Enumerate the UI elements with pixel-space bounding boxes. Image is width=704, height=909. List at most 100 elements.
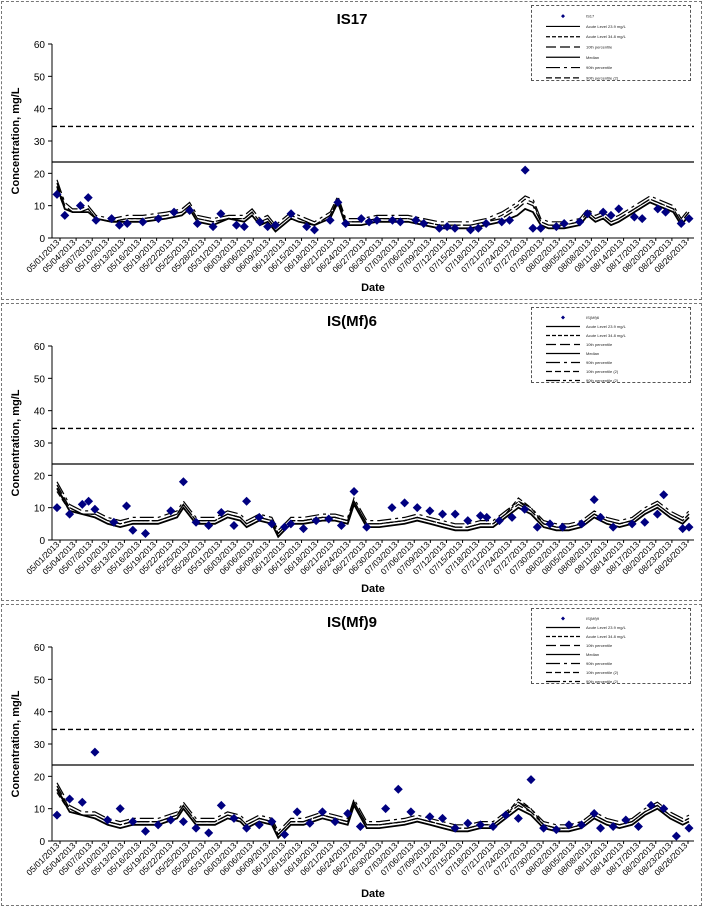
observed-point <box>450 223 460 233</box>
legend-label: 90th percentile <box>586 360 613 365</box>
observed-point <box>254 512 264 522</box>
series-line <box>56 481 690 532</box>
observed-point <box>596 512 606 522</box>
observed-point <box>166 815 176 825</box>
observed-point <box>280 830 290 840</box>
x-axis-label: Date <box>361 888 385 900</box>
observed-point <box>438 813 448 823</box>
y-tick-label: 0 <box>39 234 45 245</box>
observed-point <box>381 804 391 814</box>
observed-point <box>551 222 561 232</box>
observed-point <box>330 817 340 827</box>
observed-point <box>614 204 624 214</box>
observed-point <box>317 807 327 817</box>
observed-point <box>608 522 618 532</box>
y-tick-label: 50 <box>34 374 46 385</box>
observed-point <box>185 206 195 216</box>
legend-label: 10th percentile (2) <box>586 670 619 675</box>
observed-point <box>577 820 587 830</box>
observed-point <box>333 197 343 207</box>
observed-point <box>286 209 296 219</box>
observed-point <box>526 775 536 785</box>
observed-point <box>229 520 239 530</box>
observed-point <box>208 222 218 232</box>
legend-label: Acute Level 23.9 mg/L <box>586 24 627 29</box>
series-line <box>56 788 690 840</box>
y-axis-label: Concentration, mg/L <box>10 87 22 194</box>
observed-point <box>204 828 214 838</box>
observed-point <box>128 817 138 827</box>
observed-point <box>475 511 485 521</box>
observed-point <box>434 223 444 233</box>
observed-point <box>545 519 555 529</box>
observed-point <box>204 520 214 530</box>
chart-title: IS(Mf)9 <box>327 614 377 631</box>
legend-label: Acute Level 34.8 mg/L <box>586 333 627 338</box>
observed-point <box>536 223 546 233</box>
observed-point <box>450 509 460 519</box>
observed-point <box>528 223 538 233</box>
observed-point <box>551 825 561 835</box>
legend-label: 90th percentile <box>586 65 613 70</box>
observed-point <box>400 498 410 508</box>
y-tick-label: 50 <box>34 675 46 686</box>
observed-point <box>298 524 308 534</box>
y-tick-label: 60 <box>34 40 46 51</box>
observed-point <box>114 220 124 230</box>
legend-label: Acute Level 34.8 mg/L <box>586 634 627 639</box>
observed-point <box>684 823 694 833</box>
legend-label: Acute Level 23.9 mg/L <box>586 625 627 630</box>
observed-point <box>419 218 429 228</box>
chart-panel-ismf9: IS(Mf)9 0 10 20 30 40 50 60 Concentration, mg/L 0… <box>1 604 702 906</box>
legend-label: Acute Level 23.9 mg/L <box>586 324 627 329</box>
observed-point <box>442 222 452 232</box>
observed-point <box>575 217 585 227</box>
observed-point <box>637 214 647 224</box>
observed-point <box>520 504 530 514</box>
observed-point <box>231 220 241 230</box>
observed-point <box>138 217 148 227</box>
y-tick-label: 40 <box>34 105 46 116</box>
observed-point <box>325 215 335 225</box>
chart-panel-ismf6: IS(Mf)6 0 10 20 30 40 50 60 Concentration, mg/L 0… <box>1 303 702 601</box>
observed-point <box>539 823 549 833</box>
observed-point <box>356 214 366 224</box>
observed-point <box>494 516 504 526</box>
observed-point <box>65 509 75 519</box>
y-tick-label: 30 <box>34 439 46 450</box>
observed-point <box>671 831 681 841</box>
observed-point <box>507 512 517 522</box>
legend-label: 10th percentile <box>586 342 613 347</box>
legend-label: 90th percentile (2) <box>586 679 619 683</box>
y-tick-label: 20 <box>34 169 46 180</box>
observed-point <box>387 503 397 513</box>
observed-point <box>216 209 226 219</box>
observed-point <box>153 214 163 224</box>
legend-label: 10th percentile <box>586 45 613 50</box>
observed-point <box>255 217 265 227</box>
observed-point <box>263 222 273 232</box>
observed-point <box>481 218 491 228</box>
observed-point <box>52 810 62 820</box>
observed-point <box>388 215 398 225</box>
observed-point <box>393 784 403 794</box>
legend-marker <box>561 616 565 621</box>
observed-point <box>128 525 138 535</box>
observed-point <box>140 826 150 836</box>
legend-label: IS(Mf)9 <box>586 616 600 621</box>
observed-point <box>520 165 530 175</box>
observed-point <box>425 812 435 822</box>
legend-label: IS(Mf)6 <box>586 315 600 320</box>
observed-point <box>513 813 523 823</box>
observed-point <box>52 189 62 199</box>
observed-point <box>178 817 188 827</box>
observed-point <box>646 800 656 810</box>
observed-point <box>302 222 312 232</box>
observed-point <box>364 217 374 227</box>
observed-point <box>75 201 85 211</box>
observed-point <box>589 495 599 505</box>
legend-label: Acute Level 34.8 mg/L <box>586 34 627 39</box>
observed-point <box>103 815 113 825</box>
